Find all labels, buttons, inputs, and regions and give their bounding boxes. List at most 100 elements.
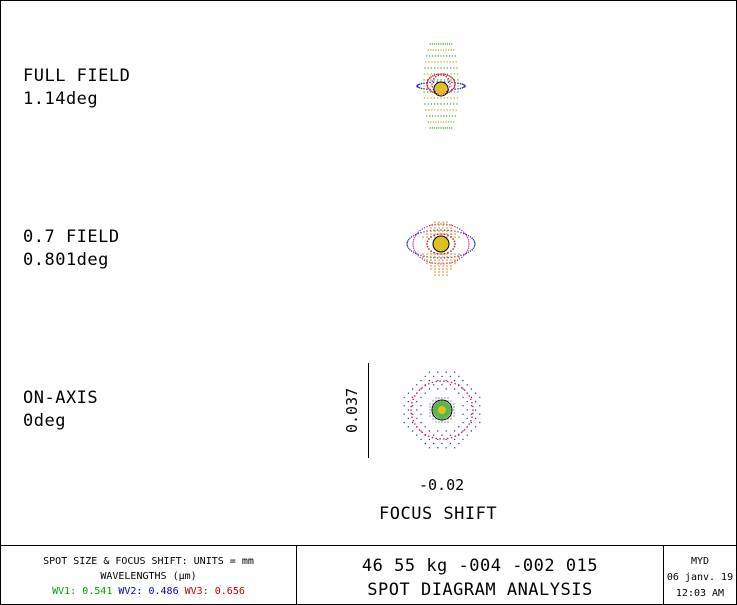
spot-dot [442, 259, 444, 261]
info-cell: MYD 06 janv. 19 12:03 AM [664, 546, 736, 604]
spot-dot [449, 109, 451, 111]
spot-dot [440, 223, 442, 225]
spot-dot [455, 109, 457, 111]
spot-dot [446, 268, 448, 270]
spot-dot [440, 103, 442, 105]
spot-dot [407, 240, 409, 242]
spot-dot [434, 227, 436, 229]
spot-dot [443, 229, 446, 231]
spot-dot [458, 256, 460, 258]
spot-dot [423, 227, 426, 229]
spot-dot [440, 229, 442, 231]
spot-dot [438, 73, 440, 75]
spot-dot [443, 438, 445, 440]
spot-dot [434, 109, 436, 111]
field-label-on-axis: ON-AXIS [23, 388, 99, 408]
spot-dot [412, 398, 415, 401]
airy-disk [432, 235, 450, 253]
spot-dot [442, 121, 445, 123]
spot-dot [430, 103, 433, 105]
spot-dot [412, 251, 415, 253]
spot-dot [411, 402, 413, 404]
spot-dot [412, 235, 415, 237]
spot-dot [453, 245, 456, 248]
spot-dot [446, 109, 448, 111]
spot-dot [426, 256, 428, 258]
spot-dot [451, 43, 453, 45]
spot-dot [430, 49, 432, 51]
spot-dot [416, 434, 418, 436]
spot-dot [432, 121, 435, 123]
spot-dot [438, 259, 440, 261]
spot-dot [424, 375, 426, 378]
spot-dot [438, 227, 440, 229]
spot-dot [453, 67, 455, 69]
spot-dot [445, 447, 447, 449]
spot-dot [460, 232, 462, 234]
spot-dot [446, 127, 449, 129]
title-cell: 46 55 kg -004 -002 015 SPOT DIAGRAM ANAL… [297, 546, 664, 604]
spot-dot [416, 384, 418, 386]
spot-dot [474, 243, 476, 245]
spot-dot [446, 271, 448, 273]
spot-dot [426, 243, 428, 245]
spot-dot [447, 421, 449, 423]
spot-dot [462, 421, 464, 424]
spot-dot [422, 236, 424, 238]
spot-dot [438, 397, 440, 399]
spot-dot [430, 227, 432, 229]
spot-dot [449, 375, 452, 378]
spot-dot [441, 434, 443, 436]
spot-dot [446, 259, 448, 261]
spot-dot [453, 86, 456, 88]
spot-dot [446, 224, 448, 226]
spot-dot [468, 241, 470, 243]
spot-dot [465, 235, 468, 237]
spot-dot [423, 255, 425, 257]
spot-dot [458, 375, 460, 378]
spot-dot [419, 256, 421, 259]
spot-dot [429, 412, 431, 414]
spot-dot [449, 442, 452, 445]
spot-dot [446, 221, 448, 223]
spot-dot [451, 127, 453, 129]
spot-dot [432, 442, 435, 445]
spot-dot [422, 256, 424, 258]
spot-dot [412, 245, 414, 247]
spot-dot [427, 103, 429, 105]
spot-dot [413, 237, 416, 239]
spot-dot [463, 253, 465, 256]
spot-dot [444, 43, 446, 45]
spot-dot [441, 375, 443, 378]
spot-dot [443, 55, 445, 57]
spot-dot [450, 256, 452, 258]
spot-dot [448, 80, 451, 82]
spot-dot [407, 417, 410, 420]
spot-dot [430, 76, 432, 78]
spot-dot [453, 447, 456, 449]
spot-dot [440, 253, 442, 255]
spot-dot [416, 417, 418, 420]
spot-dot [443, 103, 445, 105]
spot-dot [429, 409, 431, 411]
spot-dot [461, 386, 463, 389]
spot-dot [440, 115, 442, 117]
spot-dot [474, 392, 477, 394]
spot-dot [434, 221, 436, 223]
spot-dot [453, 438, 456, 441]
wv3-label: WV3: [184, 586, 209, 597]
scale-value: 0.037 [343, 387, 361, 433]
wavelength-list: WV1: 0.541 WV2: 0.486 WV3: 0.656 [1, 584, 296, 599]
spot-dot [428, 109, 430, 111]
spot-dot [426, 230, 428, 232]
spot-dot [450, 73, 452, 75]
spot-dot [434, 253, 436, 255]
spot-dot [440, 67, 442, 69]
spot-dot [427, 78, 430, 81]
spot-dot [434, 262, 436, 264]
spot-dot [426, 88, 428, 90]
spot-dot [442, 227, 444, 229]
spot-dot [450, 76, 452, 78]
spot-dot [407, 426, 410, 428]
spot-dot [417, 231, 419, 233]
